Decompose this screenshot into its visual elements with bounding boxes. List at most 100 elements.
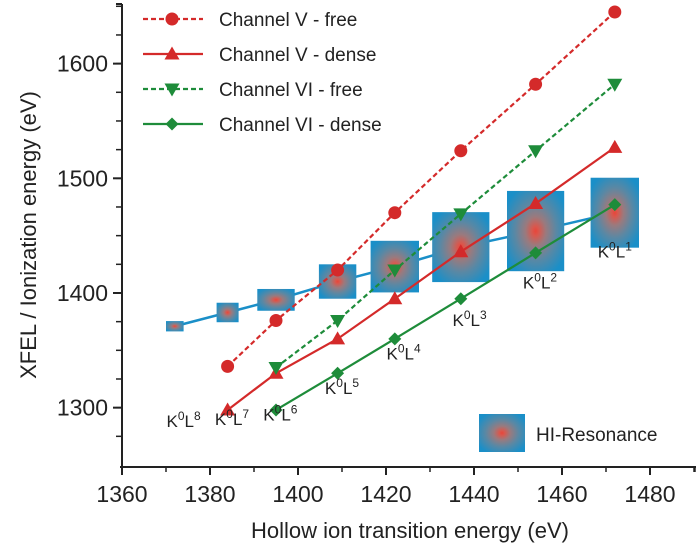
series-marker <box>221 359 235 373</box>
transition-label-sup2: 6 <box>291 402 298 416</box>
transition-label-sup2: 2 <box>550 270 557 284</box>
y-tick-label: 1300 <box>57 395 108 421</box>
legend-label: Channel VI - dense <box>219 115 382 136</box>
x-tick-label: 1420 <box>360 481 411 507</box>
transition-label-mid: L <box>471 311 480 330</box>
series-marker <box>331 263 345 277</box>
axes: 1360 1380 1400 1420 1440 1460 1480130014001500… <box>57 3 696 507</box>
series-marker <box>330 315 346 329</box>
legend-marker <box>165 12 179 26</box>
legend-item: Channel V - free <box>143 10 357 31</box>
series-line <box>275 203 616 411</box>
series-marker <box>608 198 622 212</box>
series-line <box>275 83 616 369</box>
series-marker <box>388 206 402 220</box>
y-tick-label: 1500 <box>57 165 108 191</box>
y-tick-label: 1600 <box>57 51 108 77</box>
legend-item: Channel VI - free <box>143 80 363 101</box>
transition-label-sup1: 0 <box>275 402 282 416</box>
series-marker <box>453 244 469 258</box>
transition-label-sup2: 4 <box>414 341 421 355</box>
legend-label: Channel V - dense <box>219 45 376 66</box>
series-marker <box>528 196 544 210</box>
series-marker <box>454 144 468 158</box>
series-marker <box>454 292 468 306</box>
transition-label-sup2: 3 <box>480 308 487 322</box>
y-axis-title: XFEL / Ionization energy (eV) <box>16 91 41 379</box>
series-marker <box>528 145 544 159</box>
series-marker <box>529 77 543 91</box>
resonance-box <box>216 302 239 323</box>
transition-label-sup1: 0 <box>226 407 233 421</box>
series-marker <box>607 78 623 92</box>
series-marker <box>269 403 283 417</box>
transition-label-base: K <box>523 273 535 292</box>
transition-label-base: K <box>325 379 337 398</box>
transition-label-mid: L <box>343 379 352 398</box>
transition-label-mid: L <box>616 242 625 261</box>
transition-label-mid: L <box>405 344 414 363</box>
series-marker <box>529 246 543 260</box>
series-marker <box>607 139 623 153</box>
legend-item-resonance: HI-Resonance <box>479 414 657 452</box>
transition-label-sup1: 0 <box>609 239 616 253</box>
x-tick-label: 1360 <box>96 481 147 507</box>
transition-label-base: K <box>453 311 465 330</box>
legend-item: Channel V - dense <box>143 45 376 66</box>
series-marker <box>269 314 283 328</box>
transition-label-base: K <box>215 410 227 429</box>
transition-label: K0L1 <box>598 239 633 261</box>
resonance-box <box>257 288 295 311</box>
transition-label-base: K <box>167 412 179 431</box>
transition-label-sup1: 0 <box>534 270 541 284</box>
legend-label: Channel VI - free <box>219 80 363 101</box>
series-marker <box>387 264 403 278</box>
legend-marker <box>164 83 180 97</box>
transition-label-mid: L <box>541 273 550 292</box>
y-tick-label: 1400 <box>57 280 108 306</box>
x-tick-label: 1440 <box>448 481 499 507</box>
legend-item: Channel VI - dense <box>143 115 382 136</box>
transition-label-sup2: 8 <box>194 409 201 423</box>
legend-resonance-swatch <box>479 414 525 452</box>
series-marker <box>453 208 469 222</box>
x-tick-label: 1380 <box>184 481 235 507</box>
transition-label-sup1: 0 <box>464 308 471 322</box>
transition-label: K0L3 <box>453 308 488 330</box>
series-2 <box>268 78 623 376</box>
transition-label-sup1: 0 <box>398 341 405 355</box>
legend-label: Channel V - free <box>219 10 357 31</box>
series-1 <box>220 139 623 416</box>
transition-label-mid: L <box>233 410 242 429</box>
transition-label: K0L7 <box>215 407 250 429</box>
legend-marker <box>164 46 180 60</box>
transition-label-sup2: 5 <box>352 376 359 390</box>
transition-label: K0L6 <box>263 402 298 424</box>
transition-label-base: K <box>263 405 275 424</box>
resonance-layer <box>166 177 639 332</box>
series-3 <box>269 198 622 417</box>
series-layer <box>220 5 623 417</box>
legend-label: HI-Resonance <box>536 425 657 446</box>
series-marker <box>331 366 345 380</box>
x-tick-label: 1480 <box>624 481 675 507</box>
legend: Channel V - free Channel V - dense Channel… <box>143 10 657 452</box>
resonance-box <box>166 321 184 332</box>
x-axis-title: Hollow ion transition energy (eV) <box>251 518 569 543</box>
transition-label-mid: L <box>281 405 290 424</box>
series-marker <box>268 362 284 376</box>
transition-label: K0L8 <box>167 409 202 431</box>
series-0 <box>221 5 622 373</box>
x-tick-label: 1460 <box>536 481 587 507</box>
transition-label-base: K <box>598 242 610 261</box>
transition-label-mid: L <box>185 412 194 431</box>
legend-marker <box>165 117 179 131</box>
series-marker <box>388 332 402 346</box>
transition-label-sup1: 0 <box>336 376 343 390</box>
series-marker <box>608 5 622 19</box>
transition-label-base: K <box>387 344 399 363</box>
transition-label-sup1: 0 <box>178 409 185 423</box>
transition-label: K0L2 <box>523 270 558 292</box>
